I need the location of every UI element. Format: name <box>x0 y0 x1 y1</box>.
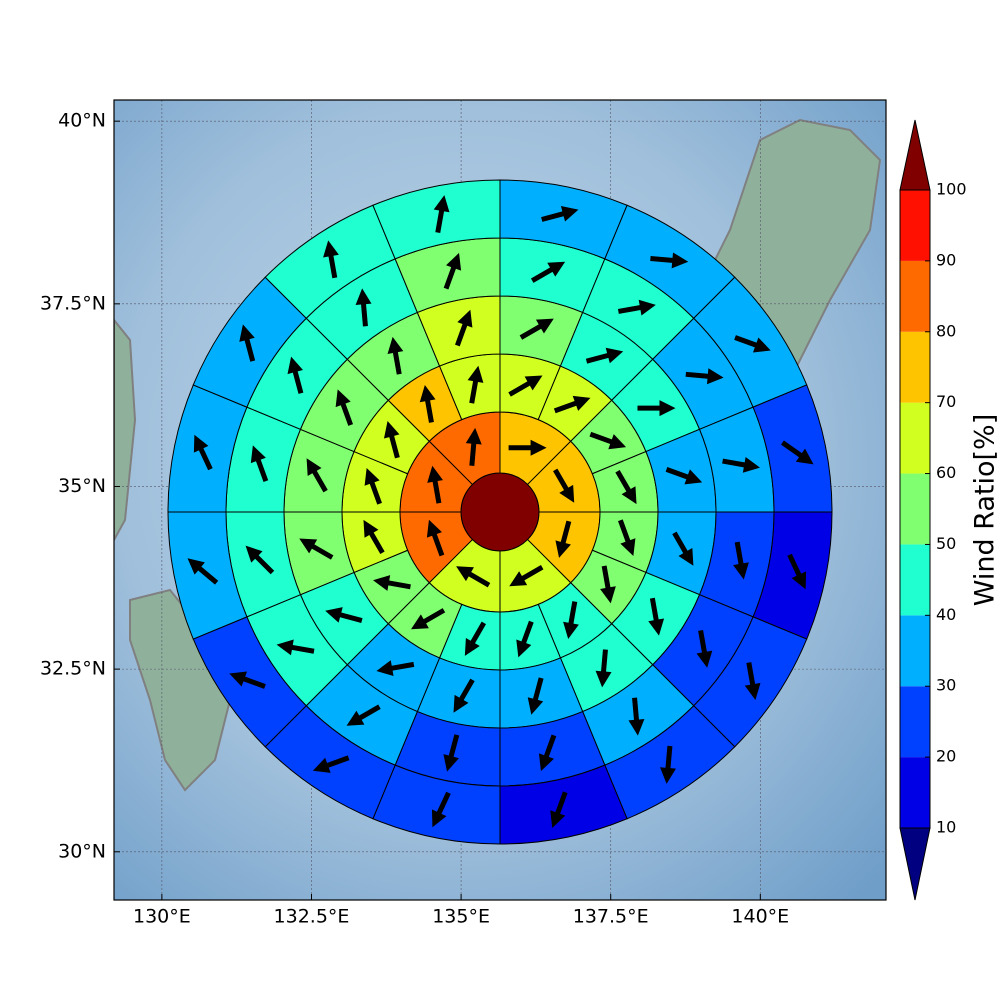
x-tick-label: 135°E <box>432 906 490 928</box>
y-tick-label: 35°N <box>58 475 106 497</box>
colorbar-segment <box>900 686 930 757</box>
y-tick-label: 40°N <box>58 110 106 132</box>
colorbar-tick-label: 90 <box>936 250 956 269</box>
colorbar-tick-label: 60 <box>936 463 956 482</box>
colorbar-tick-label: 30 <box>936 676 956 695</box>
map-area <box>114 100 886 900</box>
colorbar-label: Wind Ratio[%] <box>970 414 1000 606</box>
y-tick-label: 37.5°N <box>40 292 106 314</box>
colorbar-segment <box>900 615 930 686</box>
colorbar-tick-label: 40 <box>936 605 956 624</box>
colorbar-tick-label: 10 <box>936 818 956 837</box>
colorbar-segment <box>900 474 930 545</box>
colorbar-segment <box>900 332 930 403</box>
colorbar-segment <box>900 261 930 332</box>
x-tick-label: 137.5°E <box>573 906 649 928</box>
colorbar-segment <box>900 757 930 828</box>
colorbar-segment <box>900 544 930 615</box>
colorbar-segment <box>900 403 930 474</box>
colorbar-tick-label: 100 <box>936 180 967 199</box>
colorbar-over <box>900 120 930 190</box>
x-tick-label: 132.5°E <box>274 906 350 928</box>
colorbar-under <box>900 828 930 900</box>
colorbar-tick-label: 80 <box>936 321 956 340</box>
colorbar-tick-label: 50 <box>936 534 956 553</box>
y-tick-label: 32.5°N <box>40 658 106 680</box>
y-tick-label: 30°N <box>58 840 106 862</box>
x-tick-label: 140°E <box>731 906 789 928</box>
colorbar-tick-label: 70 <box>936 392 956 411</box>
colorbar-segment <box>900 190 930 261</box>
colorbar-tick-label: 20 <box>936 747 956 766</box>
x-tick-label: 130°E <box>133 906 191 928</box>
